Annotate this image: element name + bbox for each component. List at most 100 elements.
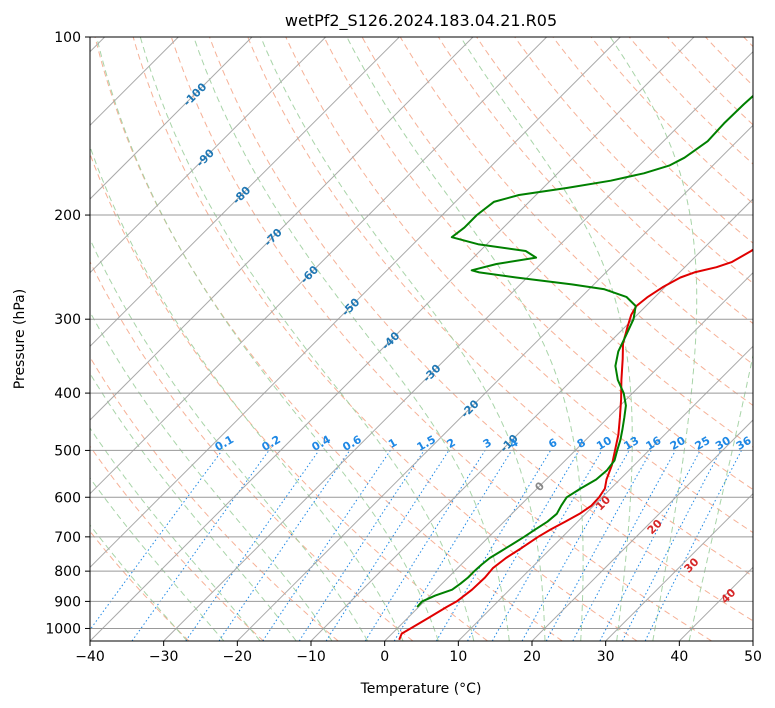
dry-adiabat <box>90 356 339 641</box>
isotherm <box>310 198 753 641</box>
x-tick-label: 30 <box>597 649 615 665</box>
moist-adiabat <box>90 310 333 641</box>
isotherm <box>605 492 753 641</box>
y-tick-label: 1000 <box>45 621 81 637</box>
isotherm <box>90 37 253 200</box>
dry-adiabat-label: 10 <box>593 493 613 513</box>
chart-title: wetPf2_S126.2024.183.04.21.R05 <box>285 11 557 31</box>
dry-adiabat <box>94 37 563 641</box>
mixing-ratio-line <box>90 450 223 631</box>
dry-adiabat <box>437 37 753 365</box>
mixing-ratio-line <box>545 450 652 641</box>
y-tick-label: 400 <box>54 386 81 402</box>
dry-adiabat-label: 40 <box>718 586 738 606</box>
isotherm <box>752 640 753 641</box>
dry-adiabat <box>90 260 414 641</box>
isotherm <box>90 37 327 274</box>
moist-adiabat <box>260 37 546 641</box>
moist-adiabat <box>96 37 439 641</box>
mixing-ratio-label: 2 <box>445 436 458 451</box>
y-tick-label: 300 <box>54 312 81 328</box>
x-tick-label: 20 <box>523 649 541 665</box>
x-tick-label: 40 <box>670 649 688 665</box>
isotherm <box>384 271 753 641</box>
dry-adiabat <box>514 37 753 284</box>
dry-adiabat <box>743 37 753 48</box>
x-axis-label: Temperature (°C) <box>360 681 482 697</box>
dry-adiabat <box>552 37 753 244</box>
isotherm <box>90 37 474 421</box>
plot-frame <box>89 36 754 642</box>
isotherm-label: -100 <box>181 80 210 109</box>
dry-adiabat <box>323 37 753 491</box>
dry-adiabat-label: 20 <box>645 517 665 537</box>
x-tick-label: −40 <box>75 649 105 665</box>
mixing-ratio-line <box>262 450 391 641</box>
moist-adiabat <box>460 37 633 641</box>
y-tick-label: 500 <box>54 443 81 459</box>
moist-adiabat <box>90 238 369 641</box>
dry-adiabat <box>132 37 638 641</box>
x-tick-label: 50 <box>744 649 762 665</box>
dry-adiabat <box>476 37 753 325</box>
y-tick-label: 600 <box>54 490 81 506</box>
moist-adiabat <box>346 37 584 641</box>
moist-adiabat <box>139 37 475 641</box>
dry-adiabat-label: 30 <box>682 555 702 575</box>
y-tick-label: 700 <box>54 530 81 546</box>
isotherm <box>531 419 753 641</box>
mixing-ratio-line <box>325 450 450 641</box>
dry-adiabat <box>705 37 753 87</box>
y-axis: 100 200 300 400 500 600 700 800 900 1000 <box>45 30 90 637</box>
mixing-ratio-line <box>599 450 701 641</box>
moist-adiabat <box>688 352 753 641</box>
isotherm <box>90 37 400 348</box>
moist-adiabat <box>90 372 297 641</box>
mixing-ratio-line <box>467 450 580 641</box>
isotherm <box>678 566 753 641</box>
mixing-ratio-line <box>572 450 676 641</box>
isotherm <box>90 37 695 641</box>
dry-adiabat <box>628 37 753 165</box>
moist-adiabat <box>90 145 404 641</box>
x-tick-label: 0 <box>380 649 389 665</box>
mixing-ratio-line <box>218 450 351 641</box>
mixing-ratio-line <box>131 450 270 641</box>
y-axis-label: Pressure (hPa) <box>12 289 28 389</box>
isotherm-label: -70 <box>262 226 285 249</box>
dry-adiabat <box>90 445 264 641</box>
mixing-ratio-line <box>298 450 425 641</box>
mixing-ratio-line <box>491 450 603 641</box>
x-tick-label: 10 <box>449 649 467 665</box>
isotherm <box>163 50 753 641</box>
isotherm <box>90 37 621 569</box>
moist-adiabat <box>90 524 188 641</box>
isotherm <box>90 37 548 495</box>
mixing-ratio-label: 36 <box>734 434 754 453</box>
isotherm-label: -90 <box>194 146 217 169</box>
mixing-ratio-label: 6 <box>546 436 559 451</box>
plot-area: -100-90-80-70-60-50-40-30-20-10010203040… <box>90 37 754 641</box>
dry-adiabat <box>590 37 753 205</box>
dry-adiabat <box>209 37 753 622</box>
moist-adiabat <box>90 477 225 641</box>
dry-adiabat <box>170 37 712 641</box>
mixing-ratio-label: 3 <box>481 436 494 451</box>
mixing-ratio-line <box>521 450 630 641</box>
y-tick-label: 800 <box>54 564 81 580</box>
mixing-ratio-line <box>364 450 486 641</box>
temperature-profile <box>398 248 753 641</box>
mixing-ratio-label: 1 <box>386 436 399 451</box>
x-tick-label: −30 <box>149 649 179 665</box>
dewpoint-profile <box>416 94 753 608</box>
isotherm <box>457 345 753 641</box>
dry-adiabat <box>247 37 753 577</box>
mixing-ratio-line <box>393 450 513 641</box>
y-tick-label: 100 <box>54 30 81 46</box>
mixing-ratio-line <box>435 450 552 641</box>
moist-adiabat <box>193 37 510 641</box>
x-tick-label: −10 <box>296 649 326 665</box>
isotherm <box>236 124 753 641</box>
y-tick-label: 200 <box>54 208 81 224</box>
